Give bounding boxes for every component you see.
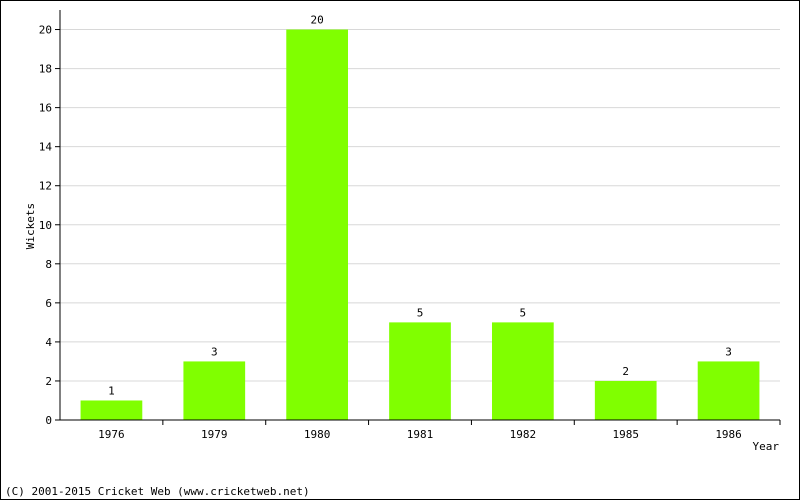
y-axis-label: Wickets [24, 203, 37, 249]
x-tick-label: 1981 [407, 428, 434, 441]
bar [286, 29, 348, 421]
y-tick-label: 12 [39, 180, 52, 193]
bar [492, 322, 554, 420]
value-label: 5 [417, 306, 424, 319]
y-tick-label: 4 [45, 336, 52, 349]
bar [389, 322, 451, 420]
footer: (C) 2001-2015 Cricket Web (www.cricketwe… [5, 485, 310, 498]
x-tick-label: 1986 [715, 428, 742, 441]
bar [183, 361, 246, 420]
y-tick-label: 2 [45, 375, 52, 388]
y-tick-label: 8 [45, 258, 52, 271]
bar [80, 400, 143, 420]
y-tick-label: 18 [39, 63, 52, 76]
bar [594, 380, 657, 420]
y-tick-label: 10 [39, 219, 52, 232]
value-label: 20 [311, 14, 324, 27]
value-label: 3 [725, 345, 732, 358]
y-tick-label: 0 [45, 414, 52, 427]
x-tick-label: 1982 [510, 428, 537, 441]
value-label: 2 [622, 365, 629, 378]
y-tick-label: 6 [45, 297, 52, 310]
bar [697, 361, 760, 420]
y-tick-label: 16 [39, 102, 52, 115]
x-tick-label: 1979 [201, 428, 228, 441]
y-tick-label: 14 [39, 141, 53, 154]
value-label: 3 [211, 345, 218, 358]
value-label: 5 [520, 306, 527, 319]
y-tick-label: 20 [39, 24, 52, 37]
x-tick-label: 1976 [98, 428, 125, 441]
x-axis-label: Year [753, 440, 780, 453]
x-tick-label: 1980 [304, 428, 331, 441]
value-label: 1 [108, 384, 115, 397]
x-tick-label: 1985 [612, 428, 639, 441]
